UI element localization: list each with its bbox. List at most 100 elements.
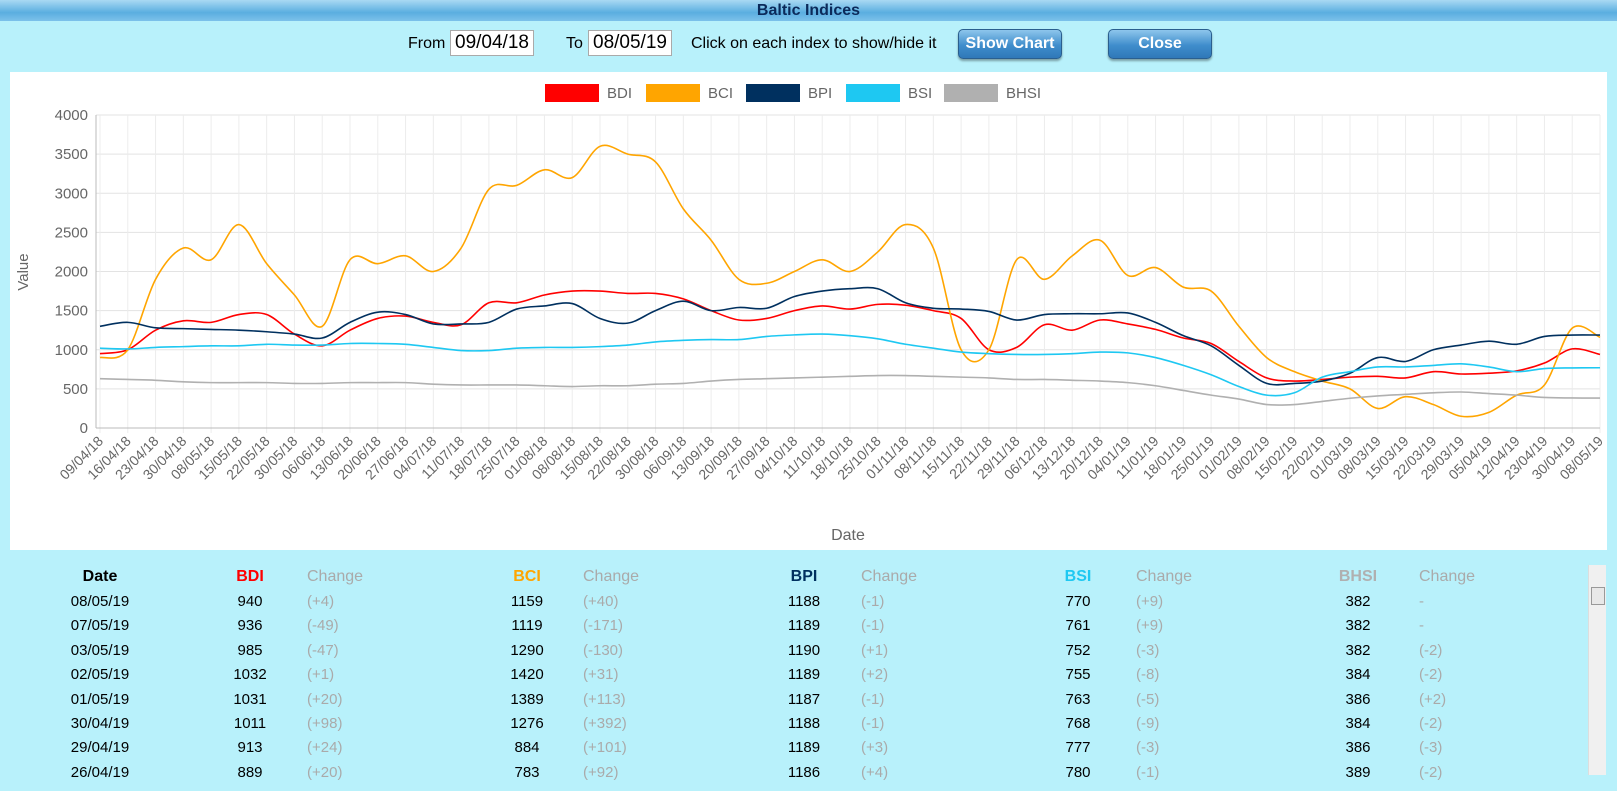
- table-header: Change: [861, 568, 918, 585]
- table-cell: 02/05/19: [70, 666, 130, 684]
- legend-item[interactable]: BCI: [646, 84, 733, 102]
- table-cell: (-47): [307, 641, 339, 659]
- table-cell: (-49): [307, 617, 339, 635]
- y-tick-label: 3000: [55, 185, 88, 202]
- table-cell: (+20): [307, 690, 343, 708]
- table-cell: 1119: [511, 617, 543, 635]
- table-header: Change: [307, 568, 364, 585]
- legend-swatch: [646, 84, 700, 102]
- table-cell: (-130): [583, 641, 624, 659]
- table-cell: (-1): [861, 690, 885, 708]
- table-cell: (-3): [1136, 641, 1160, 659]
- legend-item[interactable]: BSI: [846, 84, 932, 102]
- legend-label: BDI: [607, 85, 632, 102]
- table-cell: 1031: [233, 690, 267, 708]
- table-cell: 763: [1065, 690, 1091, 708]
- table-cell: 1290: [510, 641, 544, 659]
- table-cell: (+24): [307, 739, 343, 757]
- table-header: BCI: [513, 568, 541, 585]
- table-cell: 1190: [787, 641, 821, 659]
- table-cell: 936: [237, 617, 263, 635]
- table-header: BPI: [790, 568, 818, 585]
- table-cell: (-1): [861, 617, 885, 635]
- to-input[interactable]: 08/05/19: [588, 30, 672, 56]
- table-cell: 752: [1065, 641, 1091, 659]
- legend-item[interactable]: BHSI: [944, 84, 1041, 102]
- table-cell: (-171): [583, 617, 624, 635]
- hint: Click on each index to show/hide it: [691, 35, 937, 52]
- legend-swatch: [746, 84, 800, 102]
- table-cell: 1011: [233, 715, 267, 732]
- table-cell: (-5): [1136, 690, 1160, 708]
- table-cell: 1276: [510, 715, 544, 732]
- table-cell: 884: [514, 739, 540, 757]
- table-header: BDI: [236, 568, 264, 585]
- series-line: [99, 286, 1601, 386]
- table-header: BHSI: [1338, 568, 1378, 585]
- y-tick-label: 4000: [55, 107, 88, 124]
- scrollbar[interactable]: [1588, 565, 1606, 775]
- table-cell: 1189: [787, 666, 821, 684]
- legend-label: BCI: [708, 85, 733, 102]
- table-cell: 780: [1065, 763, 1091, 781]
- chart: 0500100015002000250030003500400009/04/18…: [15, 84, 1606, 544]
- y-tick-label: 0: [80, 420, 88, 437]
- legend-item[interactable]: BPI: [746, 84, 832, 102]
- table-cell: 1189: [787, 617, 821, 635]
- scroll-thumb[interactable]: [1591, 587, 1605, 605]
- y-tick-label: 500: [63, 381, 88, 398]
- legend-label: BHSI: [1006, 85, 1041, 102]
- table-cell: 761: [1065, 617, 1091, 635]
- legend-swatch: [846, 84, 900, 102]
- y-tick-label: 1500: [55, 303, 88, 320]
- table-header: BSI: [1064, 568, 1092, 585]
- table-cell: 1188: [787, 715, 821, 732]
- table-cell: (+20): [307, 763, 343, 781]
- table-cell: 755: [1065, 666, 1091, 684]
- table-cell: 386: [1345, 739, 1371, 757]
- table-cell: (+31): [583, 666, 619, 684]
- table-cell: (-8): [1136, 666, 1160, 684]
- table-cell: (-3): [1419, 739, 1443, 757]
- series-line: [99, 333, 1601, 397]
- table-cell: 1389: [510, 690, 544, 708]
- table-cell: 940: [237, 593, 263, 610]
- from-label: From: [408, 35, 446, 52]
- table-cell: 913: [237, 739, 263, 757]
- legend-swatch: [944, 84, 998, 102]
- table-cell: (+2): [861, 666, 889, 684]
- table-cell: (+101): [583, 739, 627, 757]
- show-chart-button[interactable]: Show Chart: [958, 29, 1062, 59]
- table-cell: (-2): [1419, 641, 1443, 659]
- table-cell: (+392): [583, 715, 627, 732]
- y-tick-label: 2500: [55, 224, 88, 241]
- table-cell: (-3): [1136, 739, 1160, 757]
- table-cell: (-2): [1419, 763, 1443, 781]
- table-cell: 30/04/19: [70, 715, 130, 732]
- close-button[interactable]: Close: [1108, 29, 1212, 59]
- table-cell: -: [1419, 617, 1424, 635]
- title-bar: Baltic Indices: [0, 0, 1617, 21]
- table-cell: (-2): [1419, 715, 1443, 732]
- table-cell: 783: [514, 763, 540, 781]
- y-axis-label: Value: [15, 253, 32, 290]
- legend-item[interactable]: BDI: [545, 84, 632, 102]
- table-header: Change: [583, 568, 640, 585]
- y-tick-label: 2000: [55, 264, 88, 281]
- table-header: Date: [82, 568, 118, 585]
- table-cell: 382: [1345, 617, 1371, 635]
- from-input[interactable]: 09/04/18: [450, 30, 534, 56]
- table-cell: (-1): [1136, 763, 1160, 781]
- table-cell: 1186: [787, 763, 821, 781]
- table-cell: 1420: [510, 666, 544, 684]
- table-cell: 1159: [510, 593, 544, 610]
- table-cell: 384: [1345, 666, 1371, 684]
- table-cell: (+40): [583, 593, 619, 610]
- table-cell: -: [1419, 593, 1424, 610]
- table-cell: 03/05/19: [70, 641, 130, 659]
- table-cell: 1032: [233, 666, 267, 684]
- series-line: [99, 144, 1601, 418]
- table-header: Change: [1136, 568, 1193, 585]
- table-cell: 382: [1345, 641, 1371, 659]
